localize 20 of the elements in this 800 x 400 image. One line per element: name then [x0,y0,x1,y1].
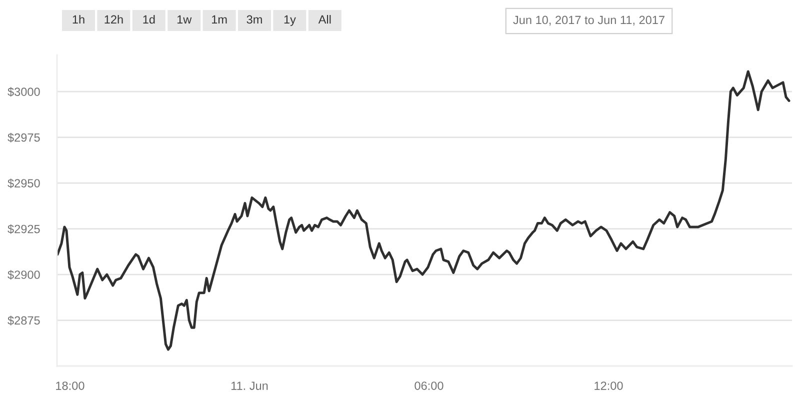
x-tick-label: 06:00 [414,382,444,390]
y-tick-label: $2975 [8,132,40,142]
x-tick-label: 12:00 [594,382,623,390]
y-tick-label: $2950 [8,178,40,188]
text: 1d [143,15,155,24]
text: 3m [246,15,262,24]
text: 1m [212,15,227,24]
y-tick-label: $3000 [8,87,40,97]
y-tick-label: $2900 [8,270,40,280]
x-tick-label: 18:00 [56,382,84,390]
text: All [318,15,331,24]
y-tick-label: $2925 [8,224,40,234]
chart-subtitle: Jun 10, 2017 to Jun 11, 2017 [513,16,664,26]
line-series [57,70,790,351]
text: 1w [177,15,192,24]
text: 12h [104,15,123,24]
y-tick-label: $2875 [8,316,40,326]
text: 1y [284,15,296,26]
x-tick-label: 11. Jun [231,382,268,390]
text: 1h [72,15,84,24]
